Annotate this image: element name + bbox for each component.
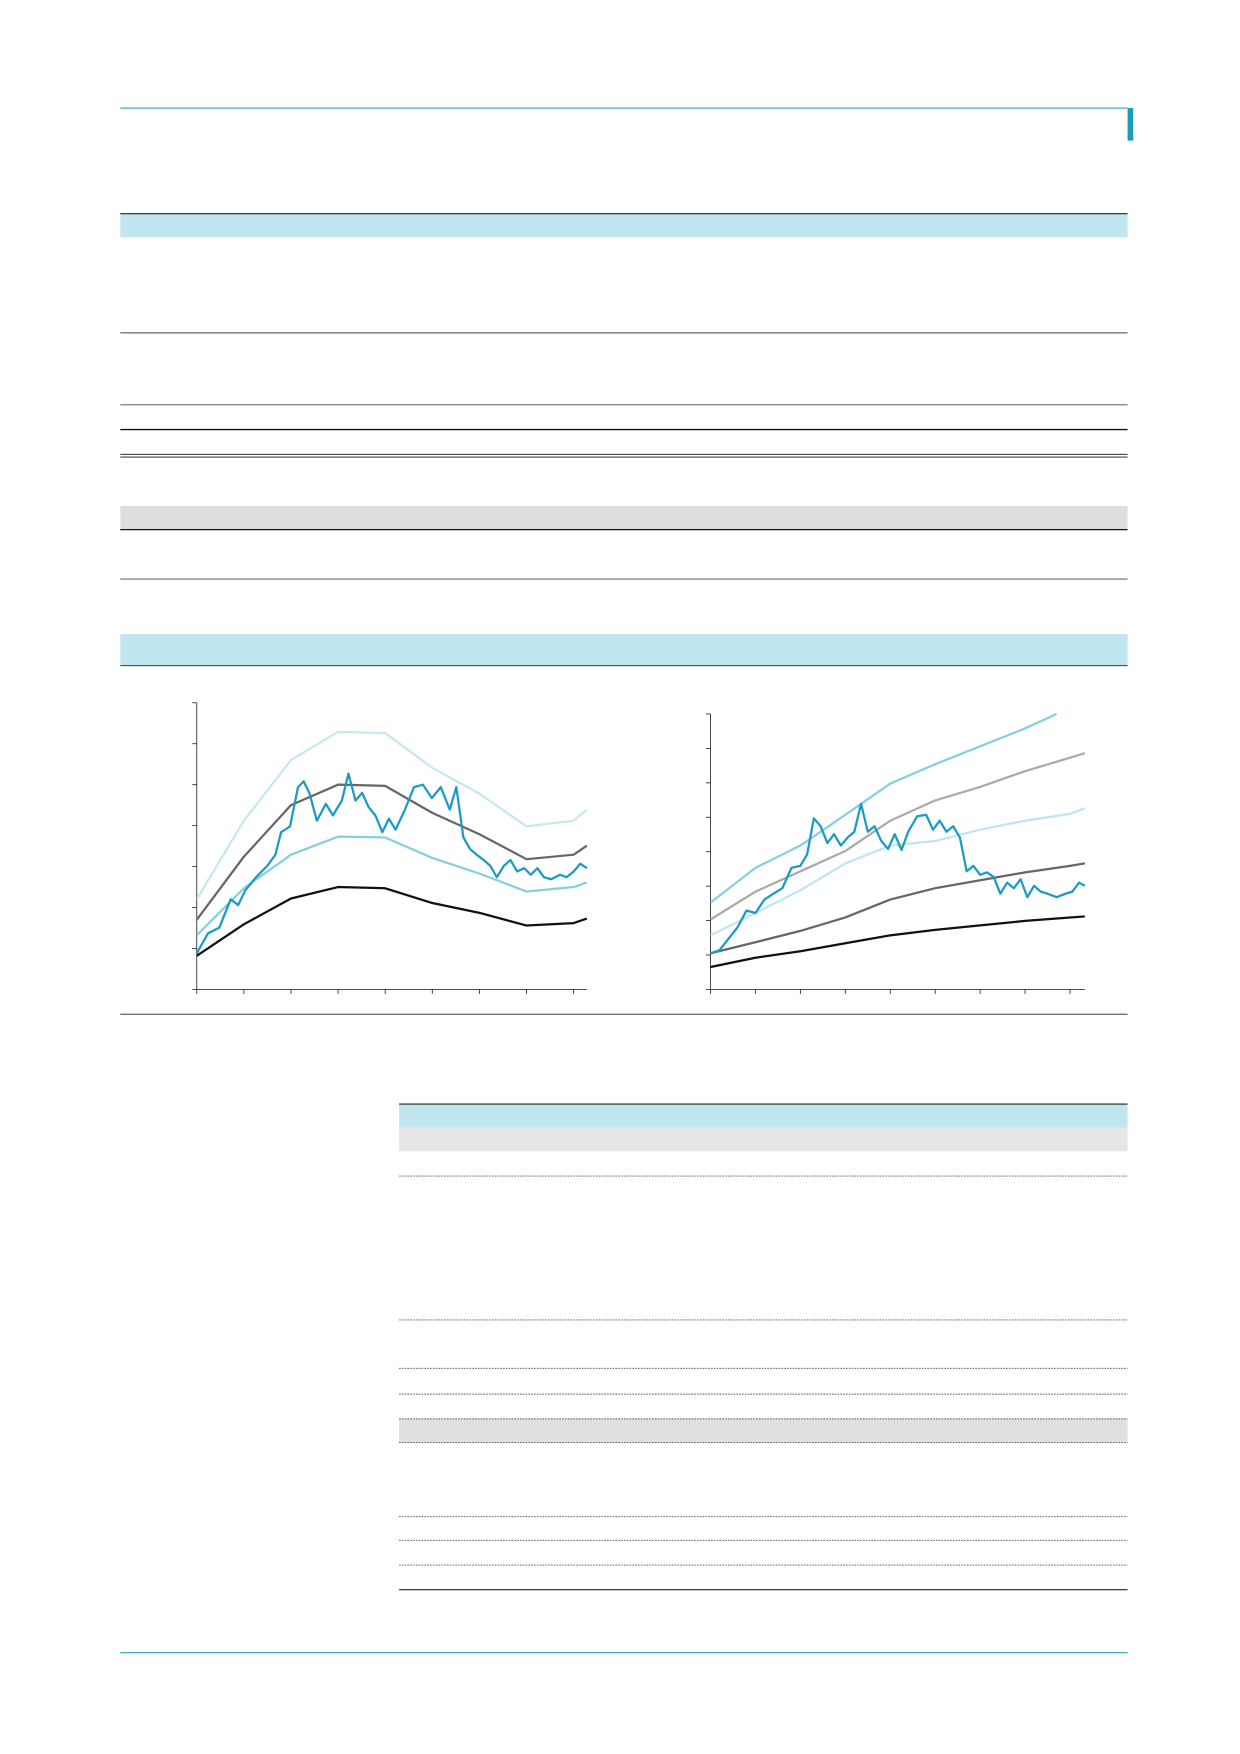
header: [120, 107, 1134, 141]
series-line: [196, 772, 588, 954]
chart: [706, 712, 1086, 994]
series-line: [710, 712, 1058, 904]
series-line: [710, 802, 1086, 955]
series-line: [196, 885, 588, 957]
series-line: [710, 807, 1086, 937]
table-1: [120, 213, 1128, 458]
table-header-band: [120, 506, 1128, 530]
series-line: [710, 915, 1085, 969]
table-section-band: [399, 1418, 1128, 1443]
table-header-band: [399, 1104, 1128, 1128]
table-2: [120, 506, 1128, 580]
chart: [192, 702, 588, 994]
table-3: [399, 1103, 1128, 1591]
figure-header-band: [120, 634, 1128, 666]
series-line: [710, 862, 1086, 955]
table-subheader-band: [399, 1127, 1128, 1152]
table-header-band: [120, 213, 1128, 238]
series-line: [710, 752, 1086, 921]
series-line: [196, 730, 588, 900]
header-tab: [1127, 108, 1134, 141]
series-line: [196, 835, 588, 937]
figure: [120, 634, 1128, 1015]
